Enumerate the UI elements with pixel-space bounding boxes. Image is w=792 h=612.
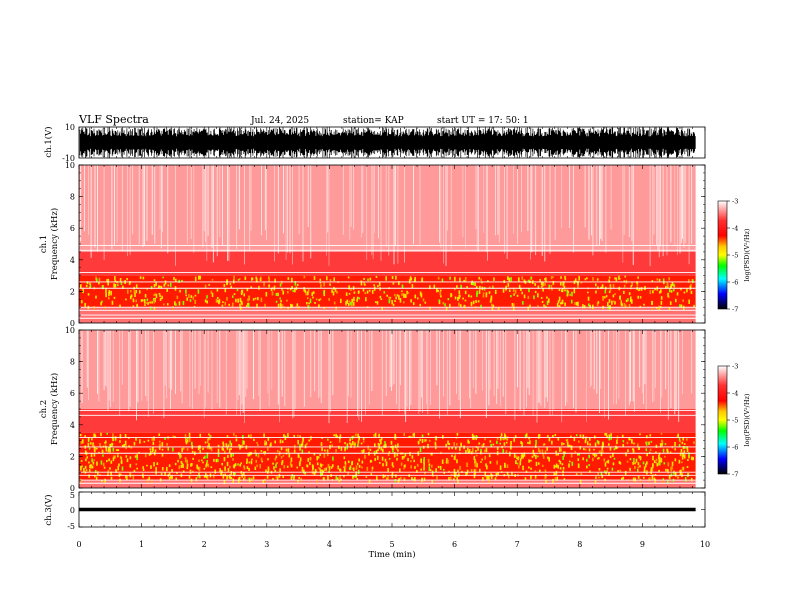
- colorbar-tick-label: -7: [732, 471, 738, 479]
- x-tick-label: 5: [389, 540, 394, 549]
- colorbar-gradient: [717, 200, 728, 310]
- frequency-tick-label: 2: [70, 287, 75, 296]
- frequency-tick-label: 0: [70, 484, 75, 493]
- date-label: Jul. 24, 2025: [250, 116, 309, 126]
- colorbar-tick-label: -6: [732, 444, 738, 452]
- ch1-waveform-panel: 10 -10 ch.1(V): [43, 123, 706, 163]
- spectrogram-dominant-band: [79, 275, 696, 308]
- frequency-tick-label: 6: [70, 389, 75, 398]
- frequency-tick-label: 2: [70, 452, 75, 461]
- ch2-spec-ylabel-top: ch.2: [39, 400, 49, 418]
- x-tick-label: 10: [700, 540, 710, 549]
- ch2-colorbar: -3 -4 -5 -6 -7 log(PSD)(V²/Hz): [717, 363, 751, 479]
- frequency-tick-label: 6: [70, 224, 75, 233]
- x-tick-label: 0: [76, 540, 81, 549]
- colorbar-gradient: [717, 365, 728, 475]
- colorbar-tick-label: -7: [732, 306, 738, 314]
- ch1-spectrogram-image: [79, 165, 696, 323]
- station-label: station= KAP: [343, 116, 404, 126]
- ch1-colorbar: -3 -4 -5 -6 -7 log(PSD)(V²/Hz): [717, 198, 751, 314]
- x-tick-label: 9: [640, 540, 645, 549]
- x-tick-label: 4: [327, 540, 332, 549]
- ch1-waveform-trace: [79, 127, 696, 158]
- ch3-waveform-panel: 5 0 -5 ch.3(V): [43, 491, 706, 531]
- frequency-tick-label: 10: [65, 326, 75, 335]
- frequency-tick-label: 0: [70, 319, 75, 328]
- x-tick-label: 1: [139, 540, 144, 549]
- x-tick-label: 7: [515, 540, 520, 549]
- x-axis-label: Time (min): [368, 549, 415, 560]
- ch1-waveform-ylabel: ch.1(V): [43, 126, 54, 157]
- spectrogram-low-band: [79, 480, 696, 488]
- frequency-tick-label: 8: [70, 193, 75, 202]
- start-time-label: start UT = 17: 50: 1: [437, 116, 529, 126]
- ch3-ytick-mid: 0: [70, 506, 75, 515]
- ch1-spectrogram-panel: 0 2 4 6 8 10 ch.1 Frequency (kHz): [39, 161, 706, 328]
- ch3-ytick-top: 5: [70, 491, 75, 500]
- spectrogram-dominant-band: [79, 432, 696, 481]
- chart-title: VLF Spectra: [78, 113, 149, 126]
- spectrogram-mid-band: [79, 409, 696, 433]
- ch1-spec-ylabel: Frequency (kHz): [49, 208, 60, 280]
- frequency-tick-label: 4: [70, 421, 75, 430]
- colorbar-tick-label: -4: [732, 225, 738, 233]
- ch2-spec-ylabel: Frequency (kHz): [49, 373, 60, 445]
- colorbar-tick-label: -6: [732, 279, 738, 287]
- frequency-tick-label: 10: [65, 161, 75, 170]
- ch1-signal-path: [79, 127, 696, 158]
- colorbar-label: log(PSD)(V²/Hz): [743, 393, 751, 446]
- spectrogram-upper-band: [79, 165, 696, 252]
- ch3-ytick-bottom: -5: [67, 522, 75, 531]
- x-tick-label: 8: [577, 540, 582, 549]
- x-axis-tick-labels: 0 1 2 3 4 5 6 7 8 9 10: [76, 540, 710, 549]
- ch1-spec-ylabel-top: ch.1: [39, 235, 49, 253]
- ch1-ytick-top: 10: [65, 123, 75, 132]
- frequency-tick-label: 8: [70, 358, 75, 367]
- colorbar-tick-label: -5: [732, 417, 738, 425]
- colorbar-tick-label: -3: [732, 363, 738, 371]
- frequency-tick-label: 4: [70, 256, 75, 265]
- ch1-ytick-bottom: -10: [62, 154, 75, 163]
- spectrogram-mid-band: [79, 251, 696, 276]
- ch3-signal-band: [79, 507, 696, 512]
- ch2-spectrogram-panel: 0 2 4 6 8 10 ch.2 Frequency (kHz): [39, 326, 706, 493]
- colorbar-tick-label: -5: [732, 252, 738, 260]
- colorbar-label: log(PSD)(V²/Hz): [743, 228, 751, 281]
- colorbar-tick-label: -4: [732, 390, 738, 398]
- x-tick-label: 2: [202, 540, 207, 549]
- colorbar-tick-label: -3: [732, 198, 738, 206]
- ch3-waveform-ylabel: ch.3(V): [43, 494, 54, 525]
- x-tick-label: 6: [452, 540, 457, 549]
- x-tick-label: 3: [264, 540, 269, 549]
- ch2-spectrogram-image: [79, 330, 696, 488]
- ch3-waveform-trace: [79, 491, 705, 528]
